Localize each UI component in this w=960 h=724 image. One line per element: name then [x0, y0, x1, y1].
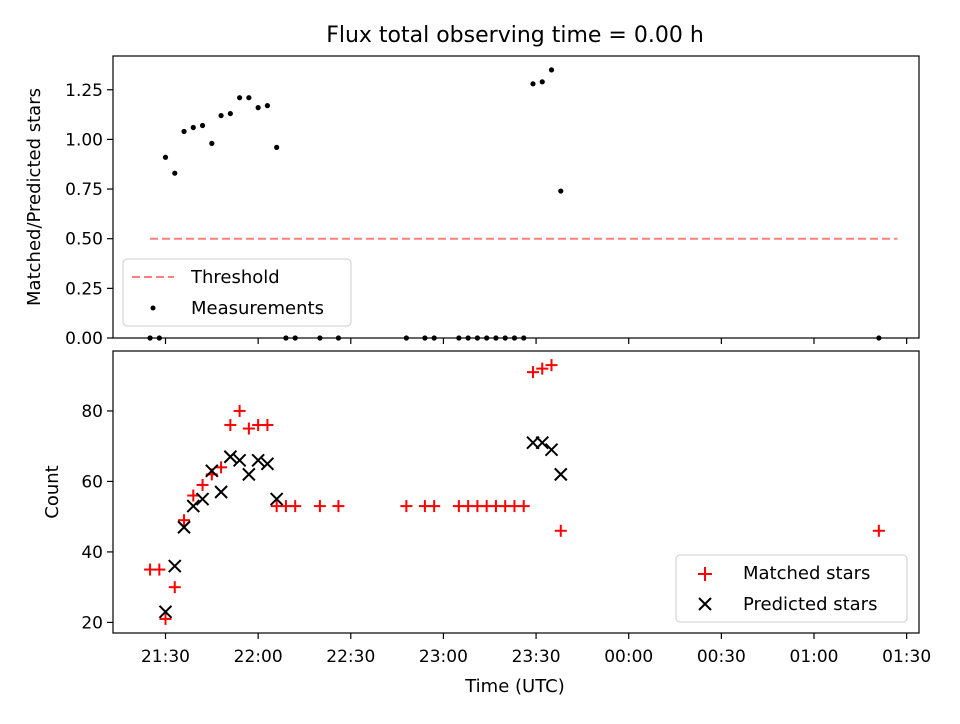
predicted-star-marker [168, 559, 182, 573]
predicted-star-marker [242, 467, 256, 482]
predicted-star-marker [260, 457, 275, 471]
measurement-point [539, 79, 545, 85]
bottom-y-axis-label: Count [42, 465, 63, 518]
top-panel: 0.00 0.25 0.50 0.75 1.00 1.25 Matched/Predict… [24, 55, 920, 349]
predicted-star-marker [251, 453, 265, 467]
matched-legend-label: Matched stars [743, 563, 870, 584]
bottom-plot-marks [144, 359, 885, 625]
measurement-point [162, 154, 169, 160]
top-axes-frame [112, 55, 920, 339]
predicted-star-marker [205, 464, 219, 478]
measurement-point [274, 144, 280, 150]
bottom-legend: Matched stars Predicted stars [675, 554, 908, 623]
matched-star-marker [332, 500, 345, 513]
bottom-y-tick-label: 60 [81, 472, 103, 492]
measurement-point [246, 95, 252, 101]
bottom-y-tick-label: 20 [81, 613, 103, 633]
x-tick-label: 23:00 [419, 647, 468, 667]
matched-star-marker [187, 489, 200, 502]
matched-star-marker [242, 422, 255, 435]
top-axes: 0.00 0.25 0.50 0.75 1.00 1.25 [65, 81, 908, 349]
matched-star-marker [428, 500, 441, 513]
top-y-tick-label: 0.25 [65, 279, 103, 299]
x-tick-label: 01:30 [882, 647, 931, 667]
bottom-axes-frame [112, 350, 920, 634]
measurement-point [209, 140, 215, 146]
x-tick-label: 22:30 [326, 647, 375, 667]
x-tick-label: 23:30 [512, 647, 561, 667]
predicted-star-marker [223, 450, 238, 464]
predicted-star-marker [544, 442, 559, 457]
top-y-tick-label: 1.25 [65, 81, 103, 101]
measurement-point [199, 122, 206, 129]
bottom-y-tick-label: 80 [81, 402, 103, 422]
matched-star-marker [526, 366, 539, 379]
measurement-point [548, 67, 555, 73]
predicted-star-marker [195, 492, 210, 506]
x-tick-label: 22:00 [234, 647, 283, 667]
figure-title: Flux total observing time = 0.00 h [326, 23, 704, 48]
matched-star-marker [289, 500, 302, 513]
predicted-star-marker [554, 467, 568, 482]
matched-star-marker [178, 514, 191, 527]
measurement-point [530, 81, 536, 87]
matched-star-marker [215, 461, 228, 474]
matched-star-marker [536, 362, 549, 375]
measurement-point [255, 105, 261, 111]
measurement-point [264, 103, 271, 109]
predicted-star-marker [158, 605, 173, 619]
predicted-star-marker [269, 492, 284, 506]
predicted-star-marker [232, 453, 247, 467]
matched-star-marker [153, 563, 166, 576]
measurement-point [558, 188, 564, 194]
threshold-legend-label: Threshold [190, 267, 280, 288]
predicted-star-marker [177, 520, 191, 534]
predicted-star-marker [214, 485, 228, 499]
measurement-point [181, 128, 187, 135]
x-tick-label: 00:30 [697, 647, 746, 667]
x-tick-label: 00:00 [604, 647, 653, 667]
matched-star-marker [233, 404, 246, 417]
matched-star-marker [224, 419, 237, 432]
matched-star-marker [168, 581, 181, 594]
matched-star-marker [554, 524, 567, 537]
measurement-point [227, 110, 233, 117]
matched-star-marker [196, 478, 209, 491]
top-plot-marks [147, 67, 898, 341]
bottom-legend-box [675, 554, 908, 623]
measurement-point [172, 170, 178, 176]
measurement-point [190, 124, 196, 131]
x-axis-label: Time (UTC) [464, 676, 565, 697]
measurements-legend-marker [150, 305, 156, 311]
top-legend: Threshold Measurements [122, 258, 352, 327]
x-tick-label: 21:30 [141, 647, 190, 667]
matched-star-marker [313, 500, 326, 513]
top-y-tick-label: 0.50 [65, 230, 103, 250]
matched-star-marker [400, 500, 413, 513]
top-y-axis-label: Matched/Predicted stars [24, 88, 45, 306]
matched-star-marker [872, 524, 885, 537]
matched-star-marker [159, 612, 172, 625]
predicted-legend-label: Predicted stars [743, 594, 877, 615]
bottom-panel: 20 40 60 80 21:30 22:00 22:30 23:00 23:30 00:00 00… [42, 350, 931, 697]
top-y-tick-label: 0.75 [65, 180, 103, 200]
predicted-star-marker [535, 435, 549, 450]
measurements-legend-label: Measurements [191, 298, 324, 319]
bottom-axes: 20 40 60 80 21:30 22:00 22:30 23:00 23:30 00:00 00… [81, 402, 931, 667]
matched-star-marker [517, 500, 530, 513]
bottom-y-tick-label: 40 [81, 543, 103, 563]
matched-star-marker [545, 359, 558, 372]
top-y-tick-label: 0.00 [65, 329, 103, 349]
predicted-star-marker [186, 499, 200, 513]
top-legend-box [122, 258, 352, 327]
predicted-legend-marker [698, 597, 712, 611]
x-tick-label: 01:00 [790, 647, 839, 667]
matched-star-marker [261, 419, 274, 432]
matched-legend-marker [698, 567, 712, 581]
measurement-point [237, 95, 243, 101]
measurement-point [218, 112, 224, 119]
top-y-tick-label: 1.00 [65, 130, 103, 150]
